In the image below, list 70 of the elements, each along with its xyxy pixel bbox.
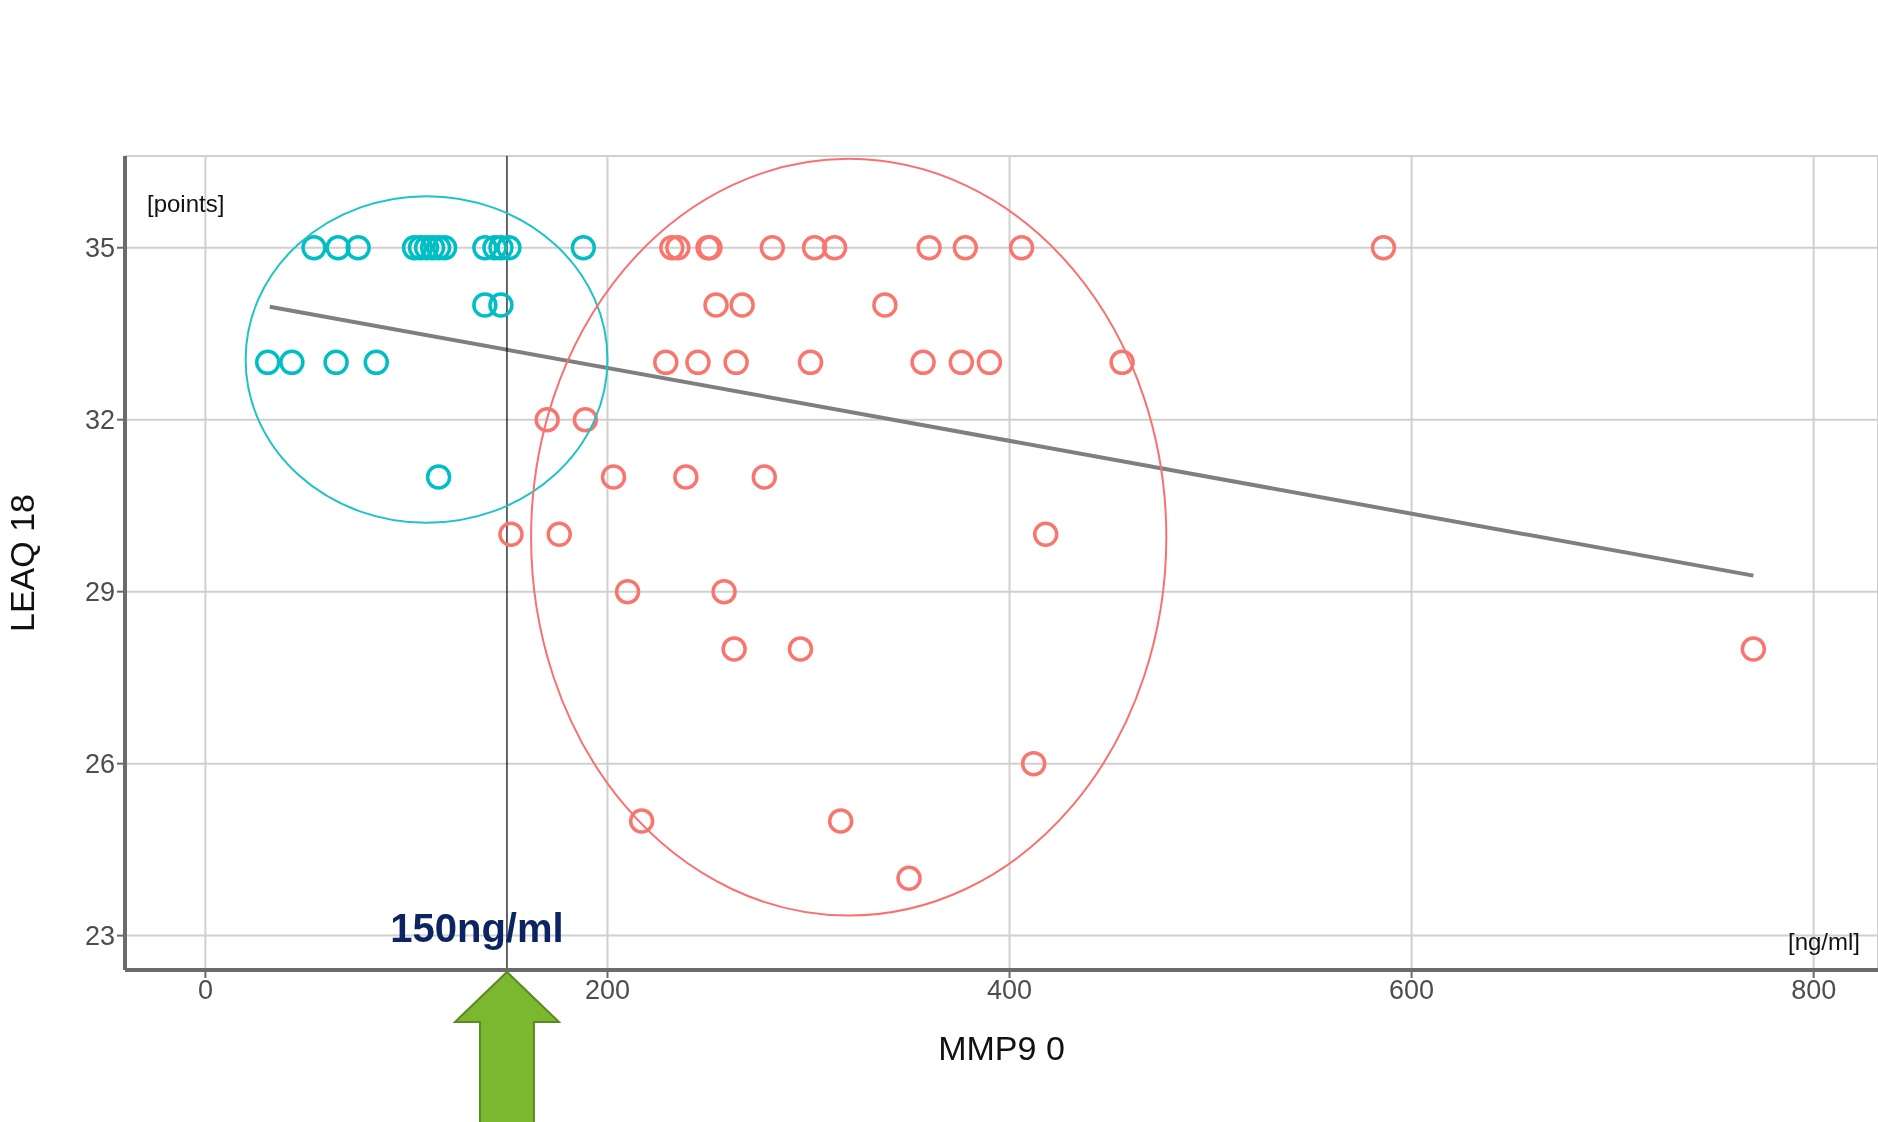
point xyxy=(685,349,711,376)
point xyxy=(723,349,749,376)
point xyxy=(254,349,281,376)
annotation: [points] xyxy=(147,190,225,218)
point xyxy=(801,234,828,261)
x-tick-label: 800 xyxy=(1791,975,1837,1006)
point xyxy=(721,636,747,662)
point xyxy=(665,234,691,261)
point xyxy=(498,521,524,548)
y-tick-label: 32 xyxy=(84,405,115,436)
point xyxy=(572,406,599,433)
point xyxy=(827,808,854,834)
point xyxy=(952,234,979,261)
x-tick-label: 0 xyxy=(197,975,213,1006)
point xyxy=(301,234,327,261)
point xyxy=(1020,750,1047,777)
annotation: [ng/ml] xyxy=(1787,928,1860,956)
point xyxy=(1008,234,1035,261)
x-axis-title: MMP9 0 xyxy=(938,1029,1065,1067)
y-tick-label: 35 xyxy=(84,233,115,264)
point xyxy=(976,349,1003,376)
point xyxy=(872,292,898,318)
point xyxy=(653,349,679,376)
point xyxy=(711,578,737,605)
point xyxy=(363,349,390,376)
point xyxy=(401,234,428,261)
point xyxy=(425,464,452,490)
point xyxy=(570,234,597,261)
point xyxy=(759,234,786,261)
point xyxy=(797,349,824,376)
point xyxy=(472,292,498,318)
point xyxy=(703,292,729,318)
point xyxy=(916,234,942,261)
point xyxy=(910,349,936,376)
point xyxy=(896,865,922,892)
point xyxy=(425,234,452,261)
y-axis-title: LEAQ 18 xyxy=(3,494,42,632)
y-tick-label: 29 xyxy=(84,577,115,608)
point xyxy=(407,234,434,261)
point xyxy=(431,234,458,261)
point xyxy=(345,234,371,261)
x-tick-label: 200 xyxy=(584,975,631,1006)
point xyxy=(1032,521,1059,548)
point xyxy=(729,292,755,318)
point xyxy=(600,464,627,490)
point xyxy=(1740,636,1767,662)
point xyxy=(482,234,508,261)
point xyxy=(279,349,305,376)
point xyxy=(534,406,560,433)
point xyxy=(614,578,641,605)
point xyxy=(546,521,572,548)
point xyxy=(323,349,349,376)
x-tick-label: 600 xyxy=(1389,975,1435,1006)
point xyxy=(673,464,699,490)
point xyxy=(472,234,498,261)
x-tick-label: 400 xyxy=(987,975,1033,1006)
point xyxy=(488,234,514,261)
point xyxy=(628,808,655,834)
point xyxy=(948,349,975,376)
point xyxy=(659,234,685,261)
y-tick-label: 26 xyxy=(84,749,115,780)
point xyxy=(325,234,351,261)
point xyxy=(787,636,814,662)
y-tick-label: 23 xyxy=(84,921,115,952)
point xyxy=(751,464,778,490)
point xyxy=(1370,234,1397,261)
point xyxy=(496,234,522,261)
point xyxy=(821,234,848,261)
point xyxy=(1109,349,1135,376)
point xyxy=(488,292,514,318)
